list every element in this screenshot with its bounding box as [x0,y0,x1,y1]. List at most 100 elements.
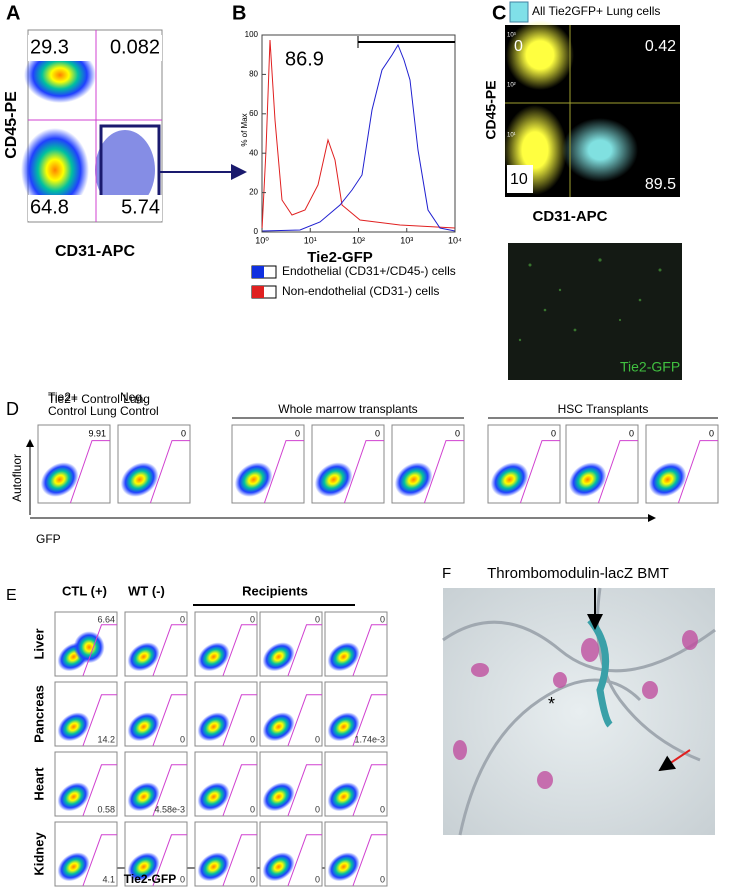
gate [352,624,387,677]
label-bg [28,35,92,61]
density [262,712,295,742]
label: 86.9 [285,48,324,70]
label: 60 [249,109,258,118]
gate [343,440,384,504]
density [234,462,273,497]
label: 0 [375,428,380,438]
density [127,852,160,882]
label: Whole marrow transplants [278,402,417,416]
micrograph-texture [453,630,698,789]
micrograph [443,588,715,835]
histogram [261,39,456,231]
stain [587,617,613,728]
label: B [232,2,246,24]
label: Pancreas [31,685,46,743]
gate [287,624,322,677]
label: * [548,694,555,714]
label: 0.082 [110,36,160,58]
label: 4.1 [102,874,115,884]
density [40,462,79,497]
density [120,462,159,497]
label: CD31-APC [55,243,135,260]
gate [287,764,322,817]
label: 0 [295,428,300,438]
label: 0 [180,734,185,744]
gate [677,440,718,504]
density [327,642,360,672]
gate [152,834,187,887]
label: 0 [250,874,255,884]
label: 1.74e-3 [354,734,385,744]
gate [222,834,257,887]
label: HSC Transplants [558,402,649,416]
density [327,712,360,742]
micrograph-texture [518,258,662,342]
label-line: Control Lung [48,404,117,418]
gate [222,694,257,747]
label: 10² [352,235,365,245]
density [197,642,230,672]
density [490,462,529,497]
density [568,462,607,497]
label-line: Neg. [120,390,145,404]
density [73,631,105,664]
label: Heart [31,767,46,801]
label: 0 [181,428,186,438]
gate [263,440,304,504]
label: 5.74 [121,196,160,218]
label-line: Control [120,404,159,418]
label: % of Max [240,113,249,146]
plot-frame [261,34,456,233]
label: Endothelial (CD31+/CD45-) cells [282,264,456,278]
label: Tie2+ Control Lung [48,390,117,418]
density [57,782,90,812]
density [394,462,433,497]
label: 4.58e-3 [154,804,185,814]
label: Non-endothelial (CD31-) cells [282,284,439,298]
density [127,642,160,672]
label: CD45-PE [483,80,499,139]
gate [423,440,464,504]
density [648,462,687,497]
label: 0 [380,874,385,884]
gate [597,440,638,504]
micrograph [508,243,682,380]
gate [82,624,117,677]
label: 0 [250,614,255,624]
label: 0 [629,428,634,438]
label: Neg. Control [120,390,159,418]
density [506,20,574,90]
label: Tie2-GFP [124,872,176,886]
label: Liver [31,628,46,659]
gate [82,694,117,747]
label: A [6,2,20,24]
label: F [442,565,451,582]
density [327,852,360,882]
label: 80 [249,70,258,79]
label: 89.5 [645,176,676,193]
label: GFP [36,532,61,546]
gate [82,834,117,887]
label: 0 [709,428,714,438]
arrow [658,749,691,772]
gate [352,694,387,747]
density [95,130,155,210]
density [21,128,89,212]
density [314,462,353,497]
label: 10¹ [304,235,317,245]
label: 0 [315,734,320,744]
label-bg [98,195,162,221]
label: 0.42 [645,38,676,55]
label: Tie2+ Control Lung [48,392,150,406]
gate [82,764,117,817]
density [327,782,360,812]
label: D [6,399,19,419]
label: 6.64 [97,614,115,624]
gate [152,764,187,817]
label: 0 [315,874,320,884]
density [197,852,230,882]
label: 10⁰ [255,235,269,245]
density [262,642,295,672]
label: 64.8 [30,196,69,218]
